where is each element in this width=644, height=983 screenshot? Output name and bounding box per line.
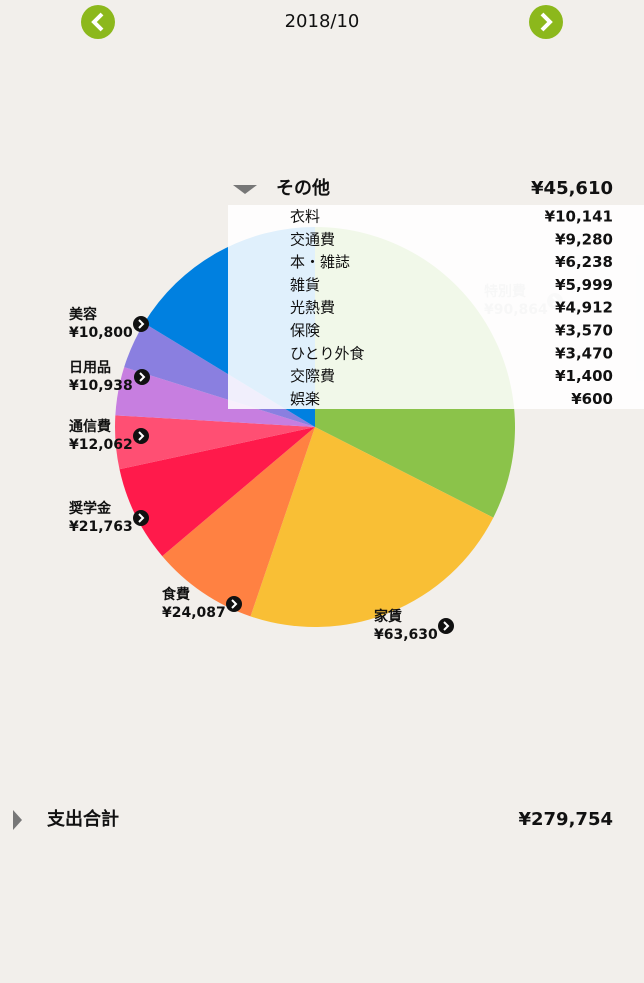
slice-name: 食費: [162, 586, 190, 603]
item-name: 交際費: [290, 367, 335, 385]
detail-chevron: [231, 599, 238, 609]
item-name: 本・雑誌: [290, 253, 350, 271]
item-name: 娯楽: [290, 390, 320, 408]
slice-amount: ¥10,800: [69, 325, 133, 341]
item-name: 保険: [290, 322, 320, 340]
collapse-toggle[interactable]: [233, 185, 257, 194]
expand-toggle[interactable]: [13, 810, 22, 830]
item-name: ひとり外食: [290, 344, 365, 362]
detail-button[interactable]: [134, 369, 150, 385]
detail-button[interactable]: [438, 618, 454, 634]
detail-button[interactable]: [133, 428, 149, 444]
item-amount: ¥6,238: [555, 253, 613, 271]
breakdown-title[interactable]: その他: [276, 177, 330, 199]
detail-chevron: [138, 431, 145, 441]
prev-arrow[interactable]: [91, 12, 104, 32]
pie-slice: [162, 427, 315, 617]
item-name: 雑貨: [290, 276, 320, 294]
item-amount: ¥1,400: [555, 367, 613, 385]
next-circle[interactable]: [529, 5, 563, 39]
slice-name: 家賃: [374, 608, 402, 625]
slice-amount: ¥12,062: [69, 437, 133, 453]
slice-name: 通信費: [69, 418, 111, 435]
detail-button[interactable]: [133, 316, 149, 332]
next-button[interactable]: [529, 5, 563, 39]
item-amount: ¥10,141: [545, 208, 613, 226]
detail-button[interactable]: [133, 510, 149, 526]
pie-slice: [119, 427, 315, 557]
item-name: 交通費: [290, 230, 335, 248]
breakdown-amount: ¥45,610: [531, 178, 613, 199]
item-amount: ¥3,470: [555, 344, 613, 362]
item-name: 光熱費: [290, 299, 335, 317]
detail-chevron: [139, 372, 146, 382]
slice-amount: ¥21,763: [69, 519, 133, 535]
total-amount: ¥279,754: [518, 809, 613, 830]
slice-name: 日用品: [69, 360, 111, 376]
item-amount: ¥3,570: [555, 322, 613, 340]
item-amount: ¥4,912: [555, 299, 613, 317]
month: 2018/10: [285, 11, 360, 32]
slice-name: 美容: [69, 306, 97, 323]
detail-chevron: [443, 621, 450, 631]
detail-button[interactable]: [226, 596, 242, 612]
detail-chevron: [138, 319, 145, 329]
item-amount: ¥9,280: [555, 230, 613, 248]
total-label[interactable]: 支出合計: [46, 808, 119, 830]
slice-amount: ¥10,938: [69, 378, 133, 394]
pie-slice: [250, 427, 494, 627]
slice-amount: ¥24,087: [162, 605, 226, 621]
slice-amount: ¥63,630: [374, 627, 438, 643]
slice-name: 奨学金: [69, 500, 112, 517]
pie-slice: [115, 367, 316, 427]
item-amount: ¥600: [571, 390, 613, 408]
next-arrow[interactable]: [540, 12, 553, 32]
item-name: 衣料: [290, 208, 320, 226]
breakdown-panel: [228, 205, 644, 409]
breakdown-list: 衣料 ¥10,141 交通費 ¥9,280 本・雑誌 ¥6,238 雑貨 ¥5,999 光熱費 ¥…: [290, 208, 613, 408]
pie-slice: [115, 415, 316, 470]
detail-chevron: [138, 513, 145, 523]
prev-button[interactable]: [81, 5, 115, 39]
prev-circle[interactable]: [81, 5, 115, 39]
item-amount: ¥5,999: [555, 276, 613, 294]
